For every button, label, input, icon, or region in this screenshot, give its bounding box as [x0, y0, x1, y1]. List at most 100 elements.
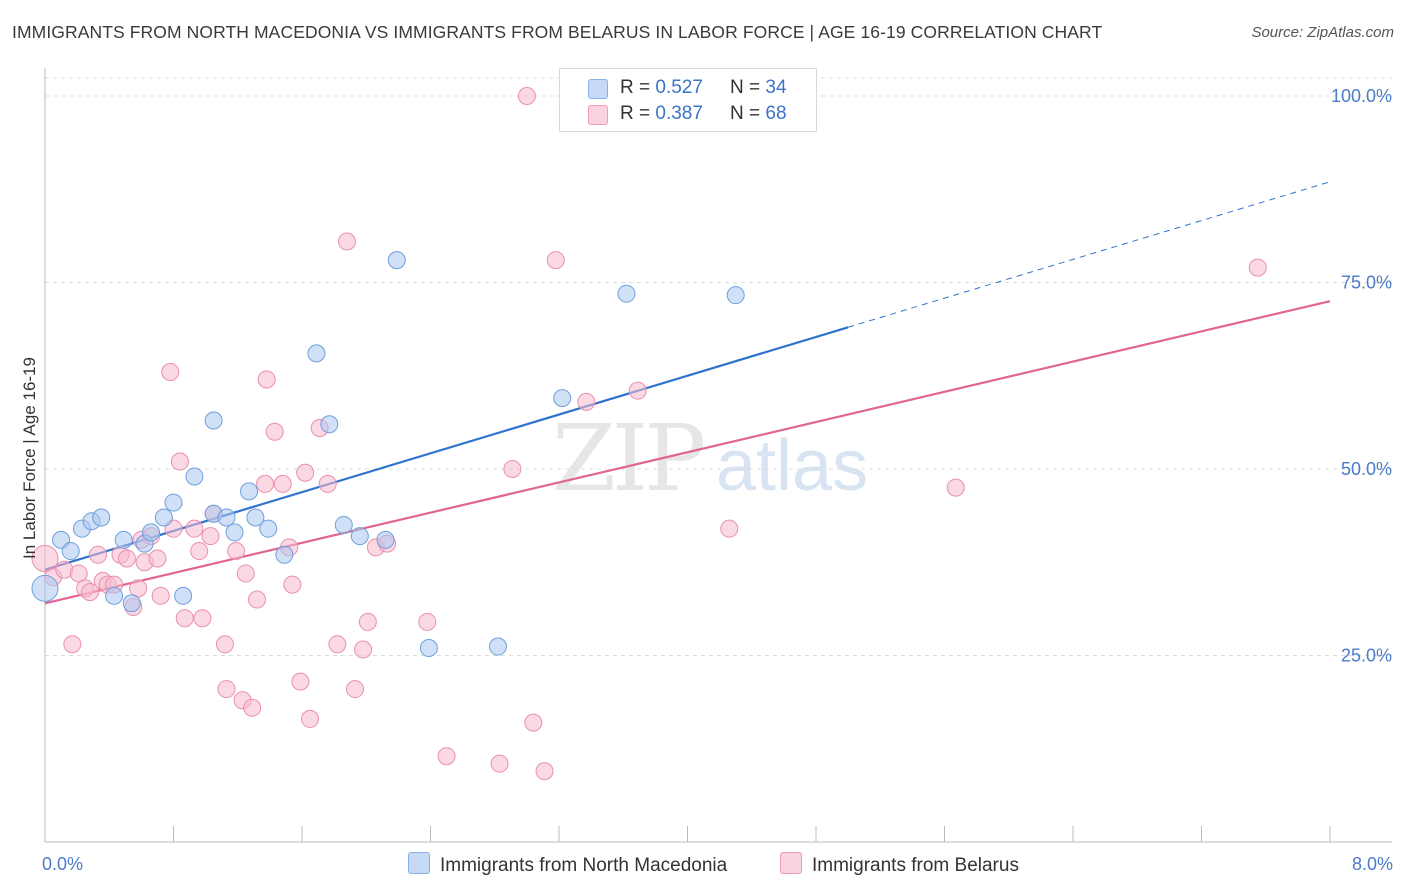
belarus-point: [490, 754, 509, 773]
belarus-point: [175, 609, 194, 628]
macedonia-point: [350, 527, 369, 546]
belarus-point: [161, 363, 180, 382]
y-tick-label: 75.0%: [1341, 273, 1392, 293]
correlation-legend: R = 0.527 N = 34 R = 0.387 N = 68: [559, 68, 817, 132]
macedonia-point: [142, 523, 161, 542]
belarus-point: [248, 590, 267, 609]
belarus-point: [170, 452, 189, 471]
legend-r-label: R =: [620, 77, 651, 98]
belarus-point: [346, 680, 365, 699]
bottom-legend-belarus: Immigrants from Belarus: [780, 852, 1019, 877]
belarus-point: [720, 519, 739, 538]
bottom-legend-swatch-belarus: [780, 852, 802, 874]
belarus-point: [117, 549, 136, 568]
belarus-point: [328, 635, 347, 654]
belarus-point: [1248, 258, 1267, 277]
belarus-point: [301, 709, 320, 728]
belarus-point: [185, 519, 204, 538]
chart-title: IMMIGRANTS FROM NORTH MACEDONIA VS IMMIG…: [12, 22, 1103, 42]
belarus-point: [193, 609, 212, 628]
belarus-point: [318, 474, 337, 493]
belarus-point: [215, 635, 234, 654]
belarus-point: [296, 463, 315, 482]
x-tick-label-max: 8.0%: [1352, 854, 1393, 874]
tick-labels: 25.0% 50.0% 75.0% 100.0% 0.0% 8.0%: [42, 86, 1393, 874]
macedonia-trend-extension: [847, 181, 1331, 328]
macedonia-point: [185, 467, 204, 486]
macedonia-point: [174, 586, 193, 605]
belarus-point: [265, 422, 284, 441]
macedonia-point: [334, 515, 353, 534]
belarus-point: [148, 549, 167, 568]
belarus-point: [69, 564, 88, 583]
bottom-legend-label-belarus: Immigrants from Belarus: [812, 855, 1019, 876]
macedonia-point: [122, 594, 141, 613]
macedonia-point: [553, 389, 572, 408]
macedonia-point: [307, 344, 326, 363]
macedonia-point: [31, 574, 59, 602]
macedonia-point: [164, 493, 183, 512]
macedonia-point: [387, 251, 406, 270]
belarus-point: [437, 747, 456, 766]
belarus-point: [358, 612, 377, 631]
x-tick-label-min: 0.0%: [42, 854, 83, 874]
macedonia-point: [419, 639, 438, 658]
belarus-trend-line: [44, 300, 1331, 605]
belarus-point: [236, 564, 255, 583]
macedonia-point: [246, 508, 265, 527]
legend-swatch-macedonia: [588, 79, 608, 99]
source-label: Source: ZipAtlas.com: [1251, 24, 1394, 41]
legend-n-label: N =: [730, 103, 761, 124]
y-axis-label: In Labor Force | Age 16-19: [20, 357, 39, 559]
belarus-point: [546, 251, 565, 270]
belarus-point: [256, 474, 275, 493]
legend-r-value-macedonia: 0.527: [655, 77, 703, 98]
belarus-point: [628, 381, 647, 400]
y-tick-label: 50.0%: [1341, 459, 1392, 479]
belarus-point: [151, 586, 170, 605]
macedonia-point: [105, 586, 124, 605]
legend-r-value-belarus: 0.387: [655, 103, 703, 124]
belarus-point: [31, 545, 59, 573]
macedonia-point: [92, 508, 111, 527]
macedonia-point: [275, 545, 294, 564]
belarus-point: [517, 87, 536, 105]
y-tick-label: 100.0%: [1331, 86, 1392, 106]
belarus-point: [243, 698, 262, 717]
belarus-point: [273, 474, 292, 493]
belarus-point: [80, 583, 99, 602]
belarus-point: [337, 232, 356, 251]
legend-r-label: R =: [620, 103, 651, 124]
belarus-point: [946, 478, 965, 497]
belarus-point: [217, 680, 236, 699]
bottom-legend-swatch-macedonia: [408, 852, 430, 874]
legend-n-value-macedonia: 34: [765, 77, 787, 98]
belarus-point: [129, 579, 148, 598]
axes: [44, 68, 1392, 843]
macedonia-point: [259, 519, 278, 538]
data-points: [31, 87, 1267, 781]
belarus-point: [354, 640, 373, 659]
belarus-point: [524, 713, 543, 732]
macedonia-point: [154, 508, 173, 527]
belarus-point: [89, 545, 108, 564]
belarus-point: [418, 612, 437, 631]
belarus-point: [535, 762, 554, 781]
belarus-point: [190, 542, 209, 561]
macedonia-point: [239, 482, 258, 501]
belarus-point: [291, 672, 310, 691]
y-tick-label: 25.0%: [1341, 646, 1392, 666]
legend-n-label: N =: [730, 77, 761, 98]
macedonia-point: [61, 542, 80, 561]
belarus-point: [63, 635, 82, 654]
legend-n-value-belarus: 68: [765, 103, 787, 124]
belarus-point: [577, 392, 596, 411]
macedonia-point: [617, 284, 636, 303]
legend-swatch-belarus: [588, 105, 608, 125]
macedonia-point: [488, 637, 507, 656]
bottom-legend-macedonia: Immigrants from North Macedonia: [408, 852, 727, 877]
macedonia-point: [225, 523, 244, 542]
macedonia-point: [204, 411, 223, 430]
belarus-point: [283, 575, 302, 594]
